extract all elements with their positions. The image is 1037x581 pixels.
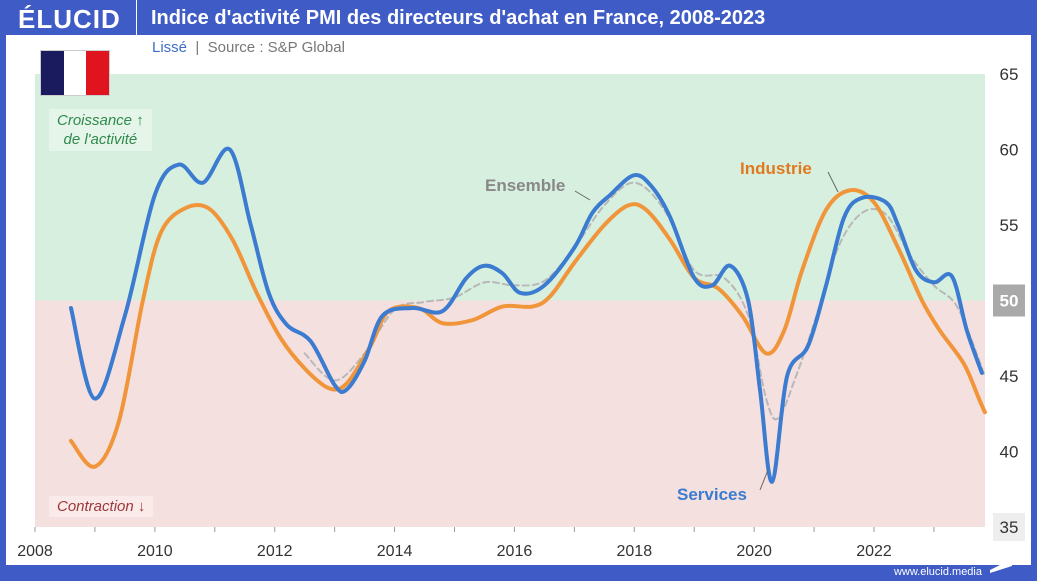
x-tick-label: 2010 bbox=[137, 543, 173, 560]
x-tick-label: 2012 bbox=[257, 543, 293, 560]
series-label-leader bbox=[574, 190, 591, 201]
growth-text-2: de l'activité bbox=[63, 131, 138, 148]
y-tick-box bbox=[993, 513, 1025, 541]
header: ÉLUCID Indice d'activité PMI des directe… bbox=[0, 0, 1037, 35]
series-label-leader bbox=[759, 469, 769, 491]
series-label-ensemble: Ensemble bbox=[485, 176, 565, 195]
contraction-label: Contraction ↓ bbox=[49, 496, 154, 517]
x-tick-label: 2018 bbox=[617, 543, 653, 560]
y-tick-label: 40 bbox=[1000, 443, 1019, 462]
source-label: Source : S&P Global bbox=[207, 39, 345, 56]
contraction-zone bbox=[35, 300, 985, 527]
y-tick-label: 35 bbox=[1000, 518, 1019, 537]
y-tick-label: 55 bbox=[1000, 216, 1019, 235]
subtitle: Lissé | Source : S&P Global bbox=[152, 39, 345, 56]
growth-label: Croissance ↑ de l'activité bbox=[49, 109, 152, 151]
growth-text: Croissance bbox=[57, 112, 133, 129]
y-tick-label: 50 bbox=[1000, 292, 1019, 311]
smoothing-label: Lissé bbox=[152, 39, 188, 56]
series-line-ensemble bbox=[303, 181, 986, 421]
series-line-industrie bbox=[68, 188, 987, 469]
series-line-services bbox=[68, 146, 984, 484]
series-label-services: Services bbox=[677, 485, 747, 504]
x-tick-label: 2016 bbox=[497, 543, 533, 560]
france-flag-icon bbox=[40, 50, 110, 96]
subtitle-separator: | bbox=[195, 39, 200, 56]
x-tick-label: 2014 bbox=[377, 543, 413, 560]
x-tick-label: 2008 bbox=[17, 543, 53, 560]
series-label-industrie: Industrie bbox=[740, 159, 812, 178]
arrow-down-icon: ↓ bbox=[137, 498, 146, 515]
y-tick-label: 65 bbox=[1000, 65, 1019, 84]
footer-url: www.elucid.media bbox=[893, 566, 982, 578]
contraction-text: Contraction bbox=[57, 498, 134, 515]
y-tick-label: 45 bbox=[1000, 367, 1019, 386]
chart-title: Indice d'activité PMI des directeurs d'a… bbox=[151, 7, 766, 29]
elucid-logo: ÉLUCID bbox=[18, 4, 121, 34]
x-tick-label: 2020 bbox=[736, 543, 772, 560]
arrow-up-icon: ↑ bbox=[136, 112, 144, 129]
growth-zone bbox=[35, 74, 985, 301]
series-label-leader bbox=[827, 171, 839, 193]
header-divider bbox=[136, 0, 137, 35]
y-tick-label: 60 bbox=[1000, 141, 1019, 160]
y-threshold-box bbox=[993, 284, 1025, 317]
x-tick-label: 2022 bbox=[856, 543, 892, 560]
